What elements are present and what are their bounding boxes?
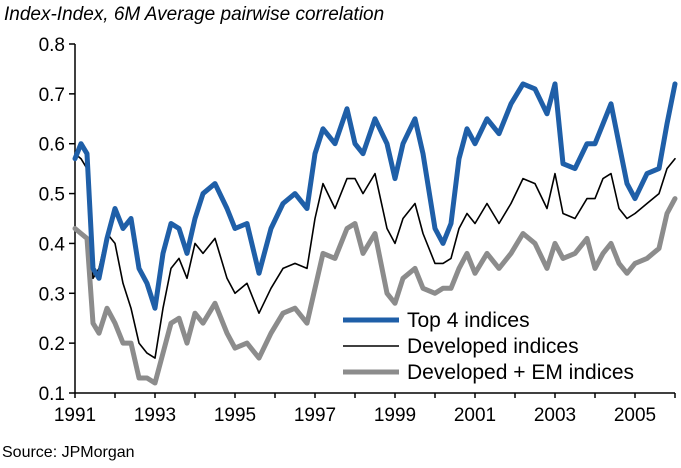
- series-line-developed-em-indices: [72, 196, 678, 386]
- y-ticks: 0.8 0.7 0.6 0.5 0.4 0.3 0.2 0.1: [39, 35, 75, 405]
- x-ticks: 1991 1993 1995 1997 1999 2001 2003 2005: [54, 393, 676, 426]
- y-tick-label: 0.5: [39, 185, 65, 206]
- y-tick-label: 0.8: [39, 35, 65, 56]
- series-line-developed-indices: [74, 152, 676, 359]
- x-tick-label: 1999: [374, 405, 416, 426]
- chart-legend: Top 4 indices Developed indices Developed …: [343, 309, 634, 384]
- chart-title: Index-Index, 6M Average pairwise correla…: [4, 4, 385, 25]
- legend-label-developed-indices: Developed indices: [407, 335, 579, 358]
- x-tick-label: 1993: [134, 405, 176, 426]
- series-line-top-4-indices: [72, 81, 678, 311]
- y-tick-label: 0.2: [39, 334, 65, 355]
- y-tick-label: 0.1: [39, 384, 65, 405]
- y-tick-label: 0.6: [39, 135, 65, 156]
- legend-label-top-4-indices: Top 4 indices: [407, 309, 530, 332]
- y-tick-label: 0.7: [39, 85, 65, 106]
- series-lines: [72, 81, 678, 386]
- x-tick-label: 2003: [534, 405, 576, 426]
- x-tick-label: 2005: [614, 405, 656, 426]
- y-tick-label: 0.4: [39, 234, 66, 255]
- x-tick-label: 1991: [54, 405, 96, 426]
- x-tick-label: 1995: [214, 405, 256, 426]
- y-tick-label: 0.3: [39, 284, 65, 305]
- legend-label-developed-em-indices: Developed + EM indices: [407, 361, 634, 384]
- chart-axes: [74, 44, 675, 394]
- source-note: Source: JPMorgan: [2, 444, 135, 461]
- x-tick-label: 1997: [294, 405, 336, 426]
- x-tick-label: 2001: [454, 405, 496, 426]
